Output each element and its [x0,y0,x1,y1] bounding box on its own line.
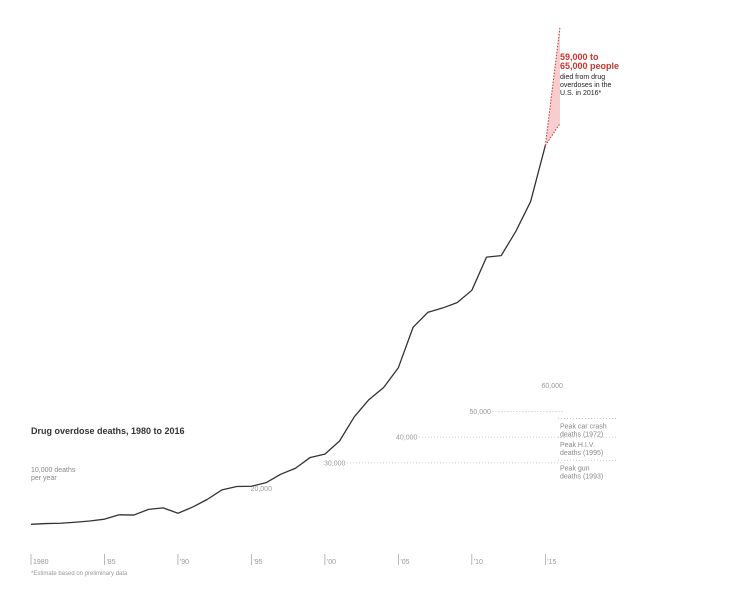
y-tick-label-4: 60,000 [542,383,564,390]
annotation-headline-line1: 59,000 to [560,52,599,62]
x-axis: 1980 '85 '90 '95 '00 '05 '10 '15 [30,554,557,566]
annotation-body-line3: U.S. in 2016* [560,90,602,97]
x-tick-label-6: '10 [474,559,483,566]
chart-title: Drug overdose deaths, 1980 to 2016 [31,426,185,436]
x-tick-label-1: '85 [106,559,115,566]
projection-band [544,26,561,146]
unit-label-line2: per year [31,475,57,482]
x-tick-label-0: 1980 [33,559,49,566]
y-tick-label-0: 20,000 [251,486,273,493]
reference-label-0-line1: Peak car crash [560,424,607,431]
x-tick-label-5: '05 [400,559,409,566]
annotation-body-line1: died from drug [560,74,605,81]
gridlines: 20,000 30,000 40,000 50,000 60,000 [251,383,565,493]
series-layer [30,145,546,525]
reference-label-2-line1: Peak gun [560,465,590,472]
annotation-body-line2: overdoses in the [560,82,611,89]
projection-high-line [544,26,561,146]
x-tick-label-3: '95 [253,559,262,566]
x-tick-label-7: '15 [547,559,556,566]
footnote: *Estimate based on preliminary data [31,571,128,577]
y-tick-label-1: 30,000 [324,460,346,467]
annotation-headline-line2: 65,000 people [560,61,619,71]
reference-label-0-line2: deaths (1972) [560,432,603,439]
reference-label-2-line2: deaths (1993) [560,473,603,480]
reference-label-1-line2: deaths (1995) [560,450,603,457]
series-line [30,145,546,525]
x-tick-label-4: '00 [327,559,336,566]
x-tick-label-2: '90 [180,559,189,566]
y-tick-label-3: 50,000 [470,409,492,416]
y-tick-label-2: 40,000 [396,435,418,442]
projection-area [545,27,560,146]
unit-label-line1: 10,000 deaths [31,467,76,474]
reference-label-1-line1: Peak H.I.V. [560,442,595,449]
projection-low-line [544,123,561,146]
